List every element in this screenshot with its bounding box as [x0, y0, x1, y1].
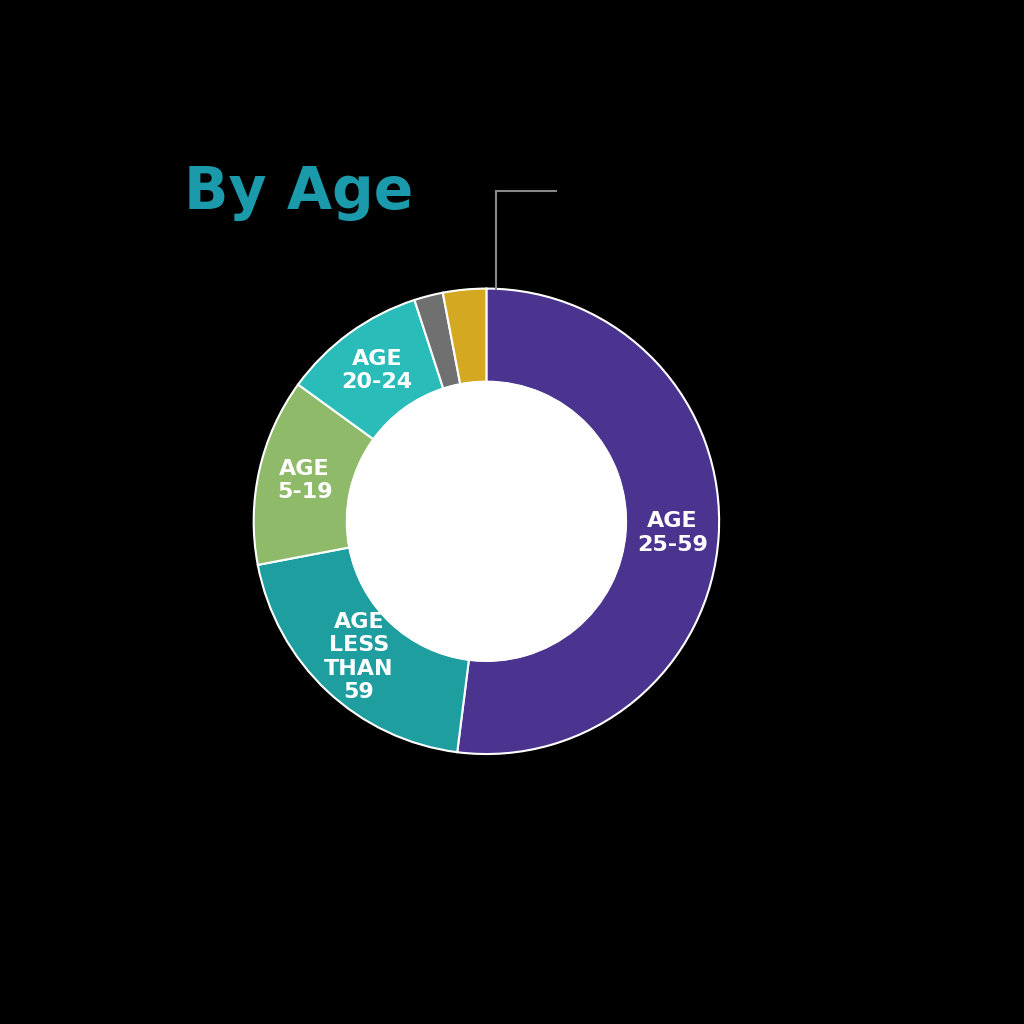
Text: AGE
LESS
THAN
59: AGE LESS THAN 59: [325, 612, 393, 701]
Text: AGE
20-24: AGE 20-24: [341, 349, 413, 392]
Wedge shape: [415, 293, 460, 388]
Wedge shape: [442, 289, 486, 384]
Wedge shape: [258, 548, 469, 753]
Text: AGE
5-19: AGE 5-19: [276, 459, 333, 503]
Text: AGE
25-59: AGE 25-59: [637, 511, 708, 555]
Wedge shape: [298, 300, 443, 439]
Text: By Age: By Age: [184, 164, 414, 221]
Circle shape: [347, 382, 626, 660]
Wedge shape: [458, 289, 719, 754]
Wedge shape: [254, 385, 374, 565]
